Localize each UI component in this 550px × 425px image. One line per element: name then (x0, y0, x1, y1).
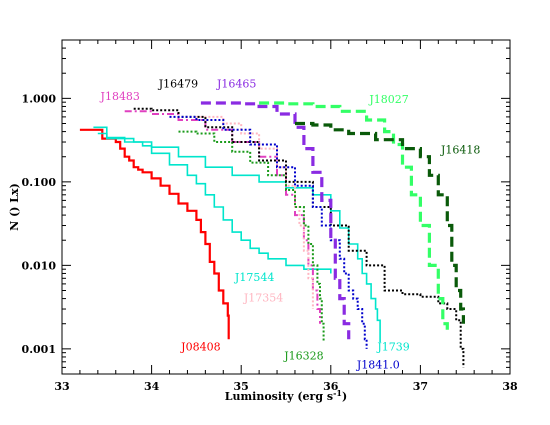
series-line-j16328 (178, 130, 325, 343)
series-line-j17544 (97, 132, 332, 274)
x-tick-label: 33 (54, 380, 69, 393)
x-tick-label: 35 (234, 380, 249, 393)
series-label-j18027: J18027 (368, 93, 408, 106)
x-axis-ticks: 33 34 35 36 37 38 (54, 40, 518, 393)
series-label-j18483: J18483 (100, 90, 140, 103)
y-axis-ticks: 0.001 0.010 0.100 1.000 (22, 39, 510, 375)
y-tick-label: 0.001 (22, 343, 56, 356)
series-line-j16465 (200, 101, 351, 340)
series-line-j08408 (79, 128, 230, 340)
series-label-j1841-0: J1841.0 (356, 359, 400, 372)
series-label-j17354: J17354 (243, 291, 283, 304)
series-label-j16328: J16328 (283, 349, 323, 362)
series-line-j1841-0 (169, 115, 368, 349)
series-group (79, 101, 465, 368)
series-label-j16418: J16418 (440, 143, 480, 156)
y-tick-label: 1.000 (22, 92, 57, 105)
series-line-j1739 (93, 126, 381, 343)
series-line-j16479 (133, 107, 465, 368)
y-tick-label: 0.100 (22, 176, 57, 189)
x-axis-title: Luminosity (erg s-1) (225, 388, 347, 403)
series-label-j08408: J08408 (180, 341, 220, 354)
y-axis-title: N () Lx) (8, 183, 21, 231)
x-tick-label: 38 (502, 380, 518, 393)
series-label-j1739: J1739 (376, 341, 409, 354)
x-tick-label: 37 (413, 380, 428, 393)
x-tick-label: 36 (323, 380, 339, 393)
series-label-j16479: J16479 (158, 77, 198, 90)
series-label-j17544: J17544 (234, 271, 274, 284)
series-line-j17354 (196, 115, 314, 309)
x-tick-label: 34 (144, 380, 160, 393)
series-line-j16418 (295, 121, 465, 324)
series-labels: J16479 J16465 J18483 J18027 J16418 J17544 J173… (100, 77, 481, 371)
series-label-j16465: J16465 (216, 77, 256, 90)
y-tick-label: 0.010 (22, 259, 57, 272)
